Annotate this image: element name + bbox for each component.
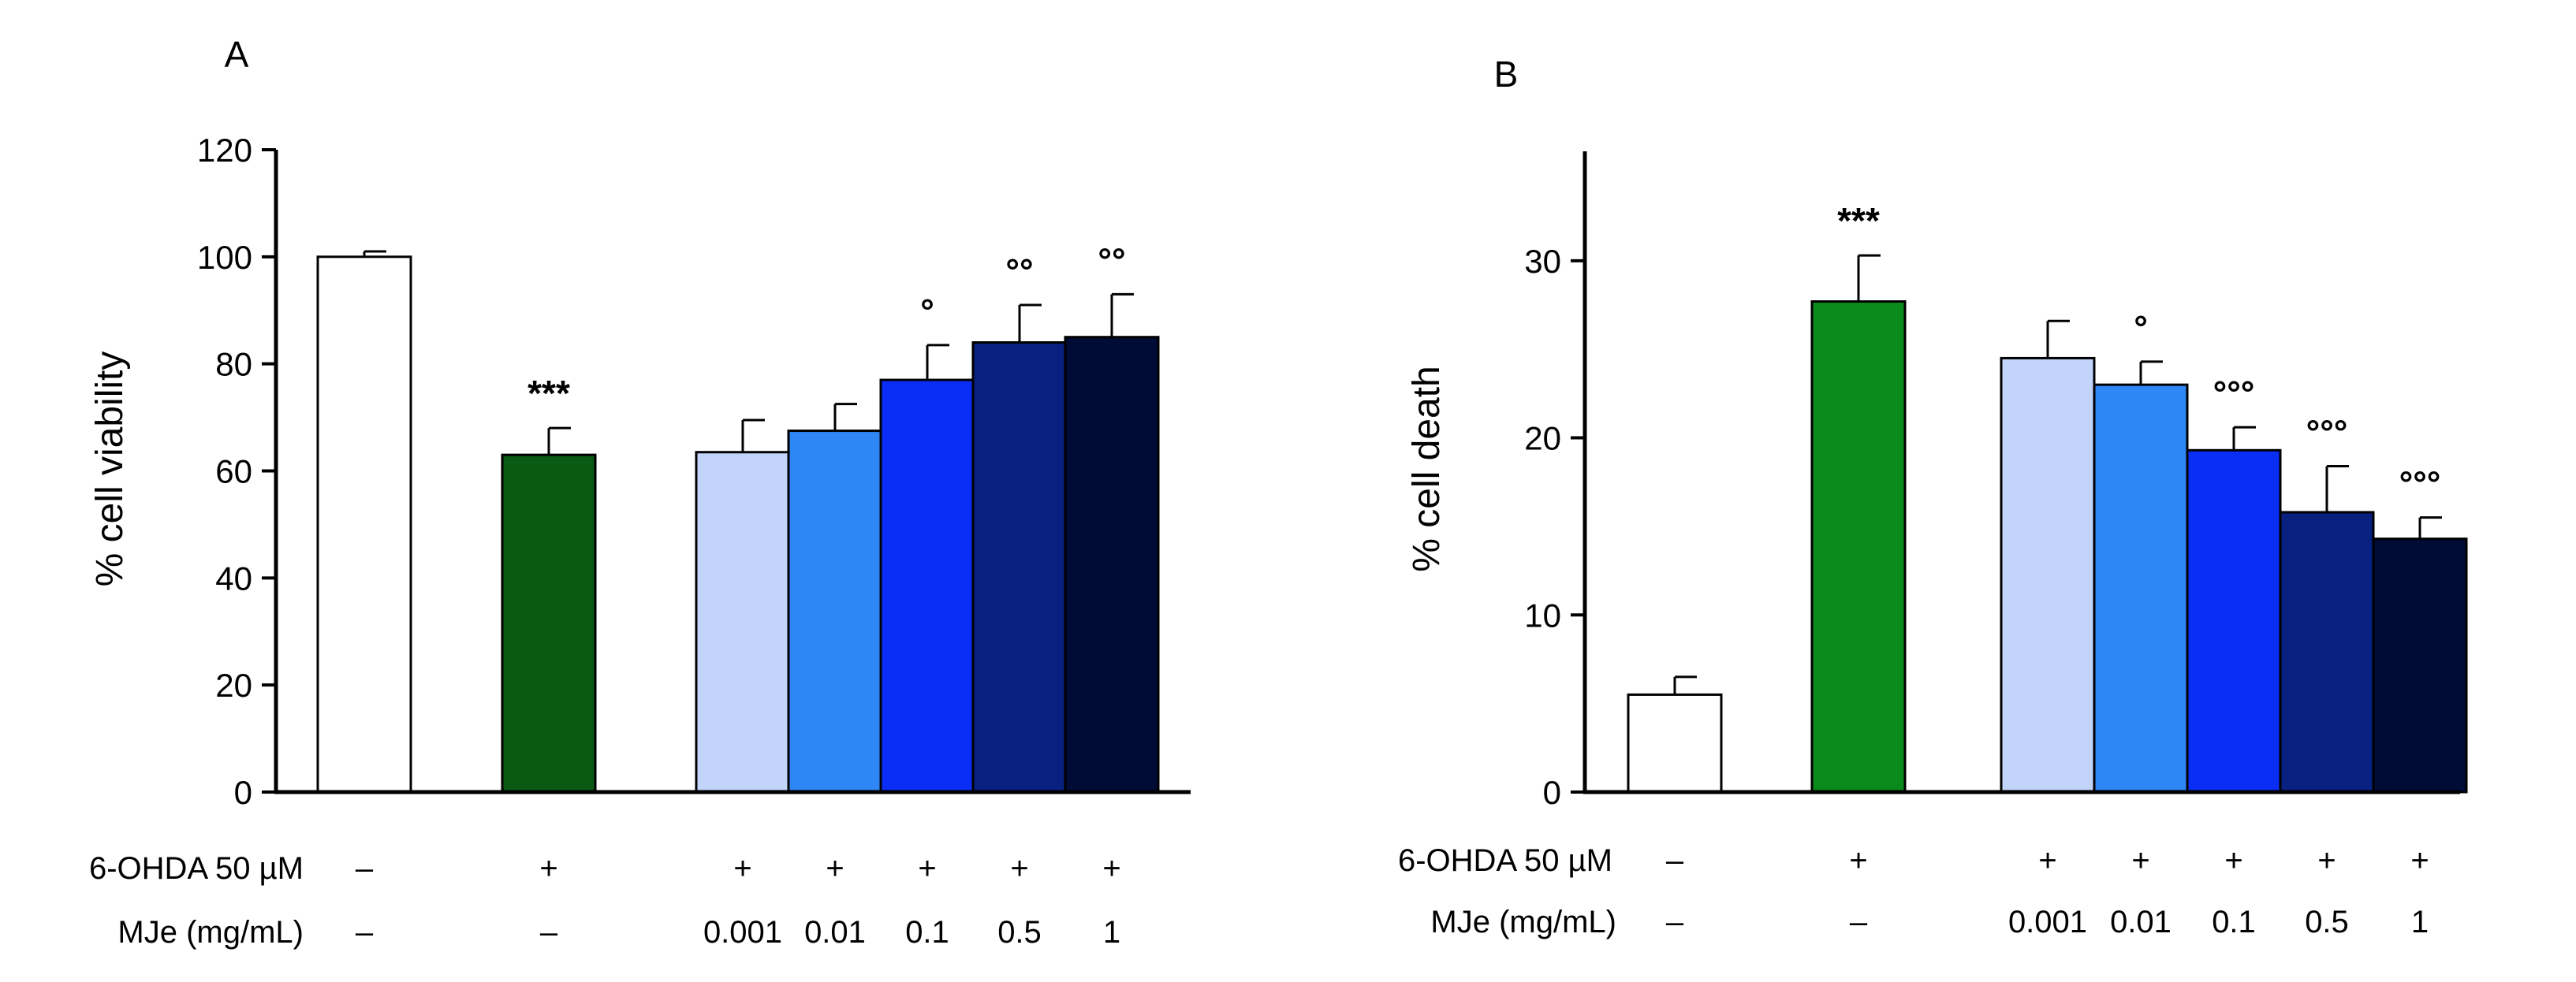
panel-b-significance-mark: °°° (2306, 414, 2348, 452)
panel-a-y-axis-label: % cell viability (89, 352, 131, 587)
panel-b-row1-label: 6-OHDA 50 µM (1398, 843, 1612, 878)
panel-b-label: B (1494, 54, 1519, 95)
panel-a-bar (971, 341, 1068, 794)
panel-a-significance-mark: °° (1005, 252, 1033, 291)
panel-a-y-tick-label: 40 (215, 560, 252, 597)
panel-a-y-tick-label: 0 (234, 774, 252, 811)
panel-a-row2-value: 0.001 (703, 915, 782, 950)
panel-a-row1-label: 6-OHDA 50 µM (89, 851, 304, 886)
panel-a-row1-values: – + + + + + + (356, 851, 1121, 886)
panel-a-y-tick-label: 120 (197, 132, 252, 169)
panel-a-bar (787, 430, 883, 794)
panel-a-axes (274, 150, 1191, 794)
panel-b-bar (2279, 511, 2375, 794)
panel-b-row1-value: + (2224, 843, 2242, 878)
panel-b-bars: ***°°°°°°°°°° (1627, 200, 2468, 794)
panel-b-bar (1627, 693, 1723, 794)
panel-a-row1-value: + (918, 851, 936, 886)
panel-a-row1-value: + (826, 851, 844, 886)
panel-b-row2-value: 0.01 (2110, 905, 2172, 939)
panel-a-label: A (225, 34, 249, 75)
panel-a-bars: ***°°° °° (316, 241, 1160, 794)
panel-a-bar (316, 255, 412, 794)
panel-b-bar (2000, 356, 2096, 794)
panel-a-y-tick-label: 80 (215, 346, 252, 383)
panel-a-y-ticks: 0 20 40 60 80 100 120 (197, 132, 276, 811)
panel-a-row2-value: 1 (1103, 915, 1120, 950)
panel-a-significance-mark: *** (528, 373, 570, 414)
panel-b-y-tick-label: 30 (1524, 243, 1561, 280)
panel-b-axes (1583, 151, 2460, 794)
panel-b-row1-value: + (2410, 843, 2429, 878)
panel-b-row1-value: + (2131, 843, 2149, 878)
panel-b-bar (2093, 383, 2189, 794)
panel-b-significance-mark: °°° (2399, 465, 2441, 504)
panel-a-row2-value: 0.01 (804, 915, 866, 950)
panel-b-significance-mark: *** (1837, 200, 1880, 241)
panel-a-y-tick-label: 60 (215, 453, 252, 490)
panel-b-y-tick-label: 0 (1543, 774, 1561, 811)
panel-b-significance-mark: ° (2134, 309, 2148, 348)
panel-a-row1-value: – (356, 851, 374, 886)
panel-a-row2-value: 0.1 (905, 915, 949, 950)
panel-b-y-axis-label: % cell death (1406, 366, 1448, 572)
panel-b-row2-values: – – 0.001 0.01 0.1 0.5 1 (1666, 905, 2429, 939)
panel-a-bar (879, 378, 975, 794)
panel-b-row2-value: 0.5 (2305, 905, 2349, 939)
panel-a-row2-value: 0.5 (997, 915, 1042, 950)
panel-a-y-tick-label: 20 (215, 667, 252, 704)
panel-b-row2-value: – (1850, 905, 1868, 939)
panel-b-row2-value: 0.001 (2008, 905, 2087, 939)
panel-a-row1-value: + (733, 851, 751, 886)
panel-a-y-tick-label: 100 (197, 239, 252, 276)
panel-a-bar (501, 453, 597, 794)
panel-b-row1-value: + (2038, 843, 2056, 878)
panel-b-row2-value: 0.1 (2212, 905, 2256, 939)
panel-a-significance-mark: °° (1098, 241, 1125, 280)
panel-b-row2-value: 1 (2411, 905, 2429, 939)
panel-b-bar (1810, 300, 1907, 794)
panel-a-bar (695, 451, 791, 794)
panel-a-row2-label: MJe (mg/mL) (117, 915, 304, 950)
panel-b-row1-value: + (2317, 843, 2336, 878)
panel-a-row1-value: + (1102, 851, 1120, 886)
panel-b-row1-values: – + + + + + + (1666, 843, 2429, 878)
panel-b-row2-label: MJe (mg/mL) (1430, 905, 1616, 939)
panel-a-bar (1064, 336, 1160, 794)
panel-b-y-tick-label: 20 (1524, 420, 1561, 457)
panel-a-row2-value: – (356, 915, 374, 950)
panel-a-row1-value: + (1010, 851, 1028, 886)
panel-b-significance-mark: °°° (2213, 374, 2255, 413)
panel-b-bar (2186, 448, 2282, 794)
panel-a-row2-values: – – 0.001 0.01 0.1 0.5 1 (356, 915, 1120, 950)
panel-a-row2-value: – (540, 915, 558, 950)
panel-b-row2-value: – (1666, 905, 1684, 939)
panel-a-significance-mark: ° (920, 292, 934, 331)
panel-b-row1-value: – (1666, 843, 1684, 878)
panel-b-y-tick-label: 10 (1524, 597, 1561, 634)
panel-b-y-ticks: 0 10 20 30 (1524, 243, 1585, 811)
panel-b-bar (2372, 537, 2468, 794)
panel-b-row1-value: + (1849, 843, 1867, 878)
panel-a-row1-value: + (539, 851, 557, 886)
